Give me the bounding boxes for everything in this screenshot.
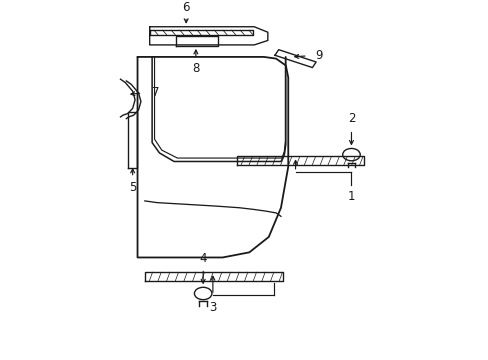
Text: 7: 7 (152, 86, 159, 99)
Text: 6: 6 (182, 1, 189, 14)
Text: 1: 1 (347, 190, 354, 203)
Text: 9: 9 (314, 49, 322, 62)
Text: 4: 4 (199, 252, 206, 265)
Text: 5: 5 (129, 181, 136, 194)
Text: 2: 2 (347, 112, 354, 125)
Text: 3: 3 (209, 301, 216, 314)
Text: 8: 8 (192, 62, 199, 75)
